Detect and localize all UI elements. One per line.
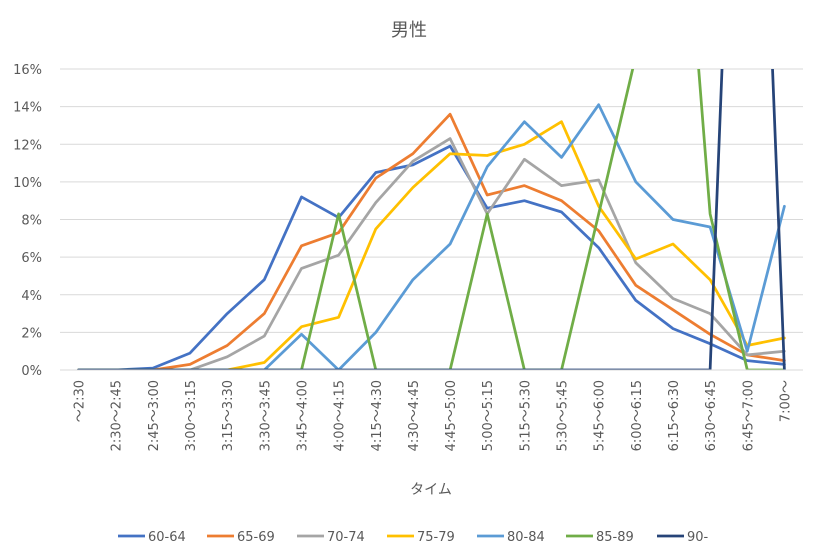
- x-tick-label: 4:15〜4:30: [370, 380, 385, 451]
- x-axis-title: タイム: [410, 482, 452, 498]
- x-tick-label: 〜2:30: [73, 380, 88, 422]
- y-tick-label: 2%: [21, 326, 42, 341]
- series-lines: [77, 69, 786, 370]
- x-tick-label: 6:45〜7:00: [741, 380, 756, 451]
- y-tick-label: 10%: [13, 176, 42, 191]
- x-tick-label: 3:00〜3:15: [184, 380, 199, 451]
- x-tick-label: 6:00〜6:15: [630, 380, 645, 451]
- series-line-80-84: [77, 103, 786, 370]
- x-tick-label: 6:30〜6:45: [704, 380, 719, 451]
- legend-label: 90-: [687, 530, 709, 545]
- x-tick-label: 4:30〜4:45: [407, 380, 422, 451]
- series-line-75-79: [77, 120, 786, 370]
- y-tick-label: 4%: [21, 289, 42, 304]
- x-tick-label: 5:15〜5:30: [518, 380, 533, 451]
- x-tick-label: 3:45〜4:00: [295, 380, 310, 451]
- legend-label: 70-74: [327, 530, 365, 545]
- gridlines: [60, 68, 803, 333]
- x-tick-label: 5:30〜5:45: [556, 380, 571, 451]
- y-tick-label: 6%: [21, 251, 42, 266]
- y-tick-label: 14%: [13, 101, 42, 116]
- x-tick-label: 5:45〜6:00: [593, 380, 608, 451]
- legend: 60-64 65-69 70-74 75-79 80-84 85-89 90-: [118, 530, 709, 545]
- y-tick-label: 12%: [13, 138, 42, 153]
- legend-label: 65-69: [237, 530, 275, 545]
- x-axis-tick-labels: 〜2:30 2:30〜2:45 2:45〜3:00 3:00〜3:15 3:15〜3:3…: [73, 380, 794, 451]
- x-tick-label: 6:15〜6:30: [667, 380, 682, 451]
- series-line-65-69: [77, 112, 786, 370]
- x-tick-label: 3:15〜3:30: [221, 380, 236, 451]
- chart-title: 男性: [391, 20, 427, 41]
- y-tick-label: 8%: [21, 214, 42, 229]
- y-tick-label: 0%: [21, 364, 42, 379]
- x-tick-label: 4:00〜4:15: [333, 380, 348, 451]
- y-tick-label: 16%: [13, 63, 42, 78]
- x-tick-label: 2:45〜3:00: [147, 380, 162, 451]
- series-line-70-74: [77, 137, 786, 370]
- y-axis-tick-labels: 0% 2% 4% 6% 8% 10% 12% 14% 16%: [13, 63, 42, 379]
- legend-label: 85-89: [596, 530, 634, 545]
- legend-label: 60-64: [148, 530, 186, 545]
- series-line-60-64: [77, 144, 786, 370]
- x-tick-label: 3:30〜3:45: [258, 380, 273, 451]
- x-tick-label: 4:45〜5:00: [444, 380, 459, 451]
- x-tick-label: 2:30〜2:45: [110, 380, 125, 451]
- x-tick-label: 7:00〜: [778, 380, 793, 422]
- legend-label: 75-79: [417, 530, 455, 545]
- x-tick-label: 5:00〜5:15: [481, 380, 496, 451]
- legend-label: 80-84: [507, 530, 545, 545]
